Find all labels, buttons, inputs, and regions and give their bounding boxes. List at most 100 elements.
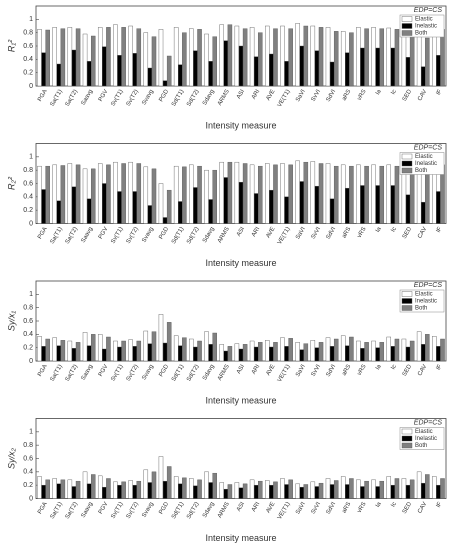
bar (97, 27, 103, 87)
bar (75, 480, 81, 499)
bar (182, 166, 187, 224)
bar (71, 348, 77, 362)
bar (303, 161, 309, 224)
x-tick-label: AVE (265, 364, 276, 377)
bar (128, 25, 133, 87)
bar (136, 163, 142, 224)
bar (371, 479, 376, 499)
bar (173, 476, 179, 499)
bar (193, 346, 198, 362)
x-tick-label: SaVI (295, 364, 307, 379)
bar (234, 161, 240, 224)
bar (189, 164, 194, 224)
bar (371, 340, 376, 362)
bar (379, 165, 385, 224)
legend-label: Inelastic (415, 24, 437, 30)
bar (360, 47, 365, 87)
bar (67, 479, 73, 499)
y-tick-label: 0.8 (23, 305, 33, 312)
bar (128, 339, 133, 362)
legend-label: Both (415, 31, 427, 37)
bar (349, 165, 354, 224)
bar (386, 336, 392, 362)
x-tick-label: PGV (98, 501, 110, 515)
bar (41, 189, 46, 224)
y-tick-label: 1 (29, 291, 33, 298)
x-tick-label: Ia (375, 88, 383, 96)
bar (394, 165, 400, 224)
x-tick-label: Saavg (81, 501, 95, 519)
bar (349, 336, 354, 362)
bar (60, 340, 66, 362)
bar (249, 27, 255, 87)
bar (299, 45, 304, 87)
bar (143, 32, 149, 87)
bar (325, 337, 331, 362)
y-tick-label: 0.6 (23, 318, 33, 325)
bar (375, 347, 380, 362)
x-tick-label: Sa(T2) (65, 226, 79, 245)
legend-swatch (401, 442, 413, 449)
legend-swatch (401, 16, 413, 22)
bar (356, 340, 361, 362)
legend-swatch (401, 298, 413, 304)
bar (86, 345, 92, 362)
bar (345, 187, 350, 224)
bar (364, 480, 369, 499)
legend-label: Inelastic (415, 299, 437, 305)
y-tick-label: 0 (29, 358, 33, 365)
x-tick-label: PGD (158, 88, 170, 103)
bar (333, 165, 339, 224)
bar (249, 340, 255, 362)
bar (56, 345, 62, 362)
y-tick-label: 0.2 (23, 482, 33, 489)
bar (204, 471, 209, 499)
bar (284, 61, 289, 87)
bar (242, 344, 248, 362)
bar (212, 332, 217, 362)
bar (41, 346, 46, 362)
bar (364, 28, 369, 87)
x-tick-label: IF (436, 501, 444, 509)
bar (121, 27, 126, 87)
x-tick-label: SvVI (310, 226, 322, 240)
x-tick-label: Sa(T1) (50, 364, 64, 383)
bar (182, 477, 187, 499)
x-tick-label: SdVI (326, 226, 338, 241)
bar (299, 486, 304, 499)
bar (151, 471, 157, 499)
x-tick-label: Sv(T1) (110, 501, 124, 520)
x-tick-label: IF (436, 89, 444, 97)
x-tick-label: PGD (158, 363, 170, 378)
bar (405, 484, 411, 499)
bar (193, 485, 198, 499)
x-tick-label: PGV (98, 364, 110, 378)
x-tick-label: ASI (236, 364, 246, 376)
bar (71, 49, 77, 87)
y-tick-label: 0.8 (23, 30, 33, 37)
bar (178, 201, 183, 224)
x-tick-label: SvVI (310, 89, 322, 103)
x-tick-label: CAV (417, 501, 428, 514)
bar (318, 482, 324, 499)
bar (390, 185, 396, 224)
annotation: EDP=CS (414, 144, 443, 151)
legend-label: Inelastic (415, 161, 437, 167)
legend-label: Both (415, 443, 427, 449)
bar (425, 334, 430, 362)
bar (219, 24, 224, 87)
x-tick-label: Saavg (81, 89, 95, 107)
x-tick-label: ARI (251, 89, 261, 101)
bar (60, 28, 66, 87)
bar (329, 346, 335, 362)
bar (117, 484, 122, 499)
bar (45, 165, 50, 224)
bar (97, 334, 103, 362)
bar (409, 165, 415, 224)
bar (189, 28, 194, 87)
bar (60, 165, 66, 224)
bar (173, 165, 179, 224)
x-axis-label: Intensity measure (205, 395, 276, 405)
x-tick-label: Sa(T1) (50, 89, 64, 108)
bar (242, 28, 248, 87)
